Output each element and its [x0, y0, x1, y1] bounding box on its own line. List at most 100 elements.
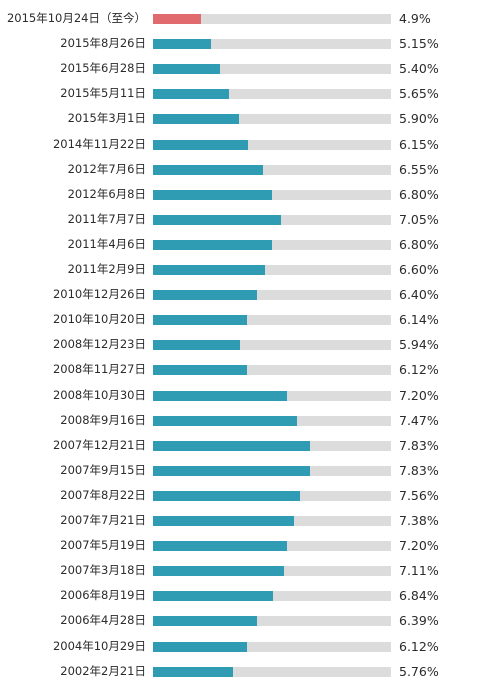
rate-bar [153, 290, 258, 301]
rate-bar [153, 415, 297, 426]
bar-track [153, 89, 391, 100]
value-label: 7.47% [399, 412, 439, 428]
category-label: 2002年2月21日 [60, 663, 146, 678]
bar-track [153, 139, 391, 150]
value-label: 6.84% [399, 588, 439, 604]
chart-row: 2008年12月23日 5.94% [0, 332, 480, 357]
bar-track [153, 566, 391, 577]
category-label: 2004年10月29日 [52, 638, 146, 653]
chart-row: 2012年6月8日 6.80% [0, 182, 480, 207]
rate-bar [153, 265, 265, 275]
chart-row: 2011年7月7日 7.05% [0, 207, 480, 232]
rate-bar [153, 465, 311, 476]
bar-track [153, 440, 391, 451]
category-label: 2008年11月27日 [52, 362, 146, 377]
rate-bar [153, 541, 287, 552]
rate-bar [153, 440, 311, 451]
bar-track [153, 641, 391, 652]
chart-row: 2011年4月6日 6.80% [0, 232, 480, 257]
bar-track [153, 239, 391, 250]
category-label: 2012年7月6日 [67, 161, 146, 176]
category-label: 2006年8月19日 [60, 588, 146, 603]
category-label: 2007年9月15日 [60, 462, 146, 477]
bar-track [153, 189, 391, 200]
value-label: 6.60% [399, 262, 439, 277]
rate-bar [153, 390, 287, 401]
value-label: 7.83% [399, 437, 439, 453]
value-label: 7.20% [399, 387, 439, 403]
bar-track [153, 64, 391, 75]
value-label: 7.11% [399, 563, 439, 579]
category-label: 2007年12月21日 [52, 437, 146, 452]
value-label: 7.05% [399, 211, 439, 227]
chart-row: 2012年7月6日 6.55% [0, 157, 480, 182]
value-label: 7.38% [399, 513, 439, 528]
category-label: 2015年3月1日 [67, 111, 146, 126]
rate-bar [153, 315, 248, 326]
category-label: 2007年5月19日 [60, 538, 146, 553]
rate-bar [153, 239, 272, 250]
rate-bar [153, 164, 263, 175]
bar-track [153, 666, 391, 677]
rate-bar [153, 516, 294, 526]
category-label: 2011年2月9日 [67, 262, 146, 276]
value-label: 6.80% [399, 236, 439, 252]
chart-row: 2010年10月20日 6.14% [0, 307, 480, 332]
category-label: 2014年11月22日 [52, 136, 146, 151]
bar-track [153, 39, 391, 50]
category-label: 2015年10月24日（至今） [6, 11, 146, 25]
value-label: 5.15% [399, 36, 439, 52]
value-label: 6.12% [399, 638, 439, 654]
bar-track [153, 591, 391, 602]
value-label: 6.55% [399, 161, 439, 177]
chart-row: 2008年11月27日 6.12% [0, 357, 480, 382]
rate-bar [153, 666, 234, 677]
value-label: 6.14% [399, 312, 439, 328]
bar-track [153, 616, 391, 627]
category-label: 2012年6月8日 [67, 186, 146, 201]
category-label: 2011年7月7日 [67, 211, 146, 226]
category-label: 2010年12月26日 [52, 287, 146, 302]
rate-bar [153, 340, 241, 351]
bar-track [153, 14, 391, 24]
value-label: 6.12% [399, 362, 439, 378]
bar-track [153, 415, 391, 426]
chart-row: 2015年10月24日（至今） 4.9% [0, 6, 480, 31]
chart-row: 2008年9月16日 7.47% [0, 408, 480, 433]
bar-track [153, 516, 391, 526]
rate-bar [153, 139, 248, 150]
chart-row: 2011年2月9日 6.60% [0, 257, 480, 282]
rate-bar [153, 641, 247, 652]
category-label: 2015年5月11日 [60, 86, 146, 101]
bar-track [153, 214, 391, 225]
value-label: 7.83% [399, 462, 439, 478]
chart-row: 2008年10月30日 7.20% [0, 383, 480, 408]
bar-track [153, 164, 391, 175]
chart-row: 2007年8月22日 7.56% [0, 483, 480, 508]
category-label: 2011年4月6日 [67, 236, 146, 251]
rate-bar [153, 490, 301, 501]
rate-bar [153, 114, 239, 125]
chart-row: 2015年3月1日 5.90% [0, 106, 480, 131]
value-label: 6.15% [399, 136, 439, 152]
category-label: 2008年10月30日 [52, 387, 146, 402]
chart-row: 2014年11月22日 6.15% [0, 132, 480, 157]
chart-row: 2007年3月18日 7.11% [0, 558, 480, 583]
chart-row: 2006年4月28日 6.39% [0, 608, 480, 633]
rate-bar [153, 591, 274, 602]
bar-track [153, 365, 391, 376]
rate-bar [153, 189, 272, 200]
bar-track [153, 465, 391, 476]
bar-track [153, 390, 391, 401]
chart-row: 2006年8月19日 6.84% [0, 583, 480, 608]
category-label: 2007年8月22日 [60, 487, 146, 502]
value-label: 5.90% [399, 111, 439, 127]
chart-row: 2007年9月15日 7.83% [0, 458, 480, 483]
rate-bar [153, 89, 230, 100]
chart-row: 2015年8月26日 5.15% [0, 31, 480, 56]
rate-bar [153, 64, 220, 75]
value-label: 6.39% [399, 613, 439, 629]
chart-row: 2015年5月11日 5.65% [0, 81, 480, 106]
chart-row: 2007年7月21日 7.38% [0, 508, 480, 533]
